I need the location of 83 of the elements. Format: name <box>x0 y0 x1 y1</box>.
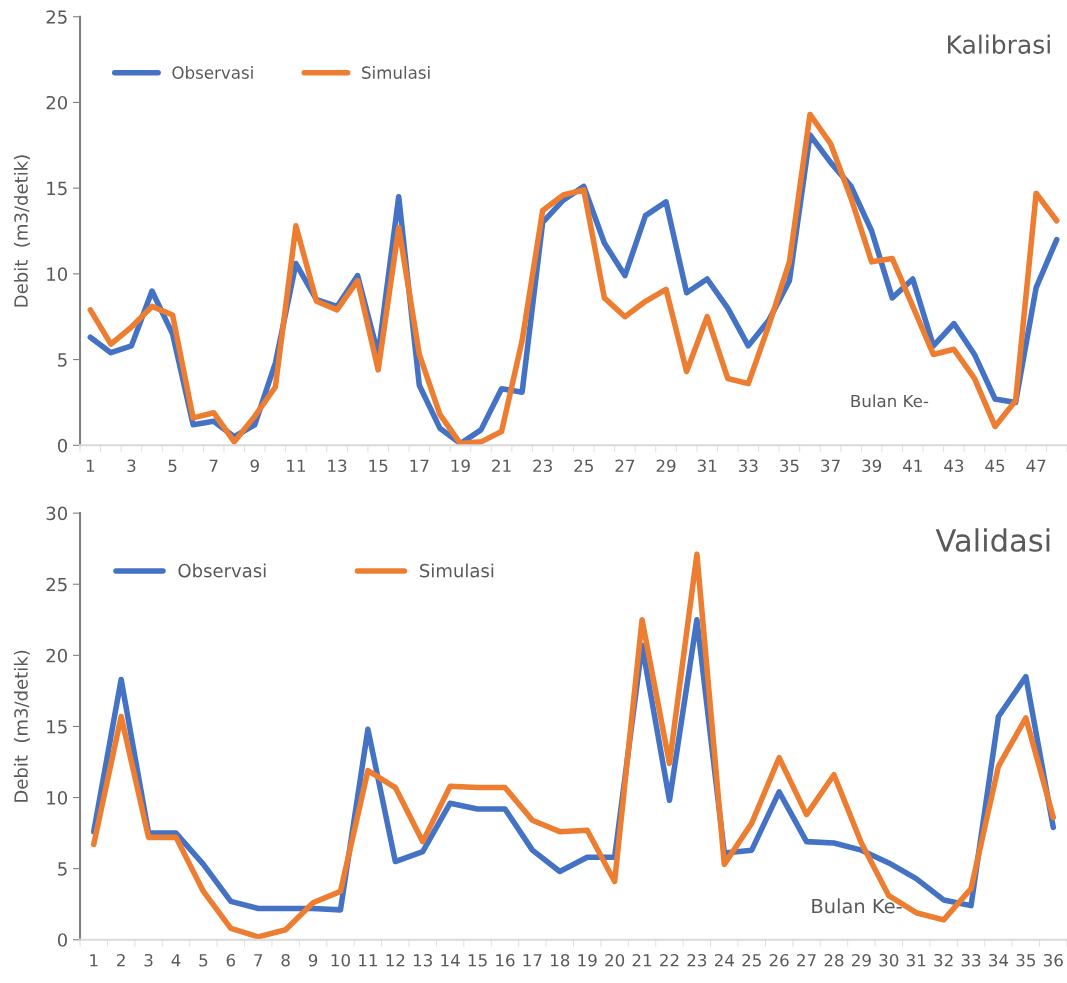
y-tick-label: 10 <box>47 791 68 805</box>
x-tick-label: 17 <box>523 954 542 967</box>
x-tick-label: 3 <box>127 459 136 473</box>
x-tick-label: 23 <box>687 953 707 967</box>
x-tick-label: 7 <box>209 459 218 472</box>
y-axis-title: Debit (m3/detik) <box>13 650 30 802</box>
x-tick-label: 33 <box>738 459 758 473</box>
x-tick-label: 27 <box>615 459 635 472</box>
x-tick-label: 18 <box>551 953 570 967</box>
x-tick-label: 36 <box>1043 953 1063 967</box>
x-tick-label: 10 <box>331 953 350 967</box>
x-tick-label: 16 <box>496 953 515 967</box>
x-tick-label: 25 <box>574 459 593 473</box>
x-tick-label: 5 <box>168 459 177 473</box>
text: Kalibrasi <box>948 34 1050 54</box>
x-tick-label: 13 <box>413 953 432 967</box>
x-tick-label: 2 <box>117 953 125 967</box>
x-tick-label: 39 <box>862 459 882 473</box>
y-tick-label: 15 <box>47 181 67 196</box>
x-tick-label: 32 <box>934 953 953 967</box>
y-tick-label: 0 <box>57 438 68 453</box>
y-tick-label: 30 <box>46 506 68 521</box>
x-tick-label: 9 <box>250 459 259 473</box>
x-tick-label: 35 <box>780 459 799 473</box>
y-tick-label: 0 <box>57 933 68 947</box>
y-tick-label: 20 <box>46 648 68 663</box>
y-axis-title: Debit (m3/detik) <box>13 155 30 307</box>
x-tick-label: 3 <box>144 953 153 967</box>
x-tick-label: 29 <box>852 953 871 967</box>
x-tick-label: 6 <box>226 953 236 967</box>
x-tick-label: 20 <box>605 953 625 967</box>
legend-label: Simulasi <box>420 563 494 578</box>
x-tick-label: 13 <box>328 459 347 473</box>
x-tick-label: 35 <box>1016 953 1036 967</box>
y-tick-label: 25 <box>46 577 67 592</box>
x-tick-label: 33 <box>961 953 981 967</box>
x-tick-label: 19 <box>578 953 597 967</box>
x-tick-label: 15 <box>468 954 487 967</box>
x-tick-label: 17 <box>410 459 429 472</box>
x-tick-label: 8 <box>281 953 290 967</box>
x-tick-label: 23 <box>533 459 552 473</box>
x-tick-label: 24 <box>714 953 734 967</box>
x-tick-label: 31 <box>697 459 717 473</box>
y-tick-label: 15 <box>47 720 67 734</box>
x-tick-label: 29 <box>656 459 676 473</box>
x-tick-label: 27 <box>797 953 816 967</box>
x-tick-label: 5 <box>199 954 208 967</box>
x-axis-title: Bulan Ke- <box>812 898 902 914</box>
x-tick-label: 37 <box>821 459 840 473</box>
x-axis-title: Bulan Ke- <box>851 394 929 408</box>
x-tick-label: 25 <box>742 953 761 967</box>
x-tick-label: 15 <box>369 459 388 473</box>
x-tick-label: 26 <box>769 953 789 967</box>
x-tick-label: 22 <box>660 953 679 967</box>
x-tick-label: 21 <box>492 459 511 472</box>
x-tick-label: 1 <box>90 954 98 967</box>
x-tick-label: 34 <box>989 953 1009 967</box>
y-tick-label: 5 <box>58 353 67 367</box>
legend-label: Simulasi <box>362 66 430 79</box>
x-tick-label: 43 <box>944 459 964 473</box>
y-tick-label: 10 <box>47 267 68 281</box>
legend-label: Observasi <box>178 563 266 578</box>
x-tick-label: 14 <box>441 954 460 967</box>
y-tick-label: 20 <box>46 95 68 110</box>
x-tick-label: 41 <box>903 459 922 472</box>
legend-label: Observasi <box>172 66 253 79</box>
x-tick-label: 47 <box>1026 459 1046 472</box>
x-tick-label: 9 <box>308 953 318 967</box>
x-tick-label: 31 <box>906 953 926 967</box>
x-tick-label: 30 <box>879 953 899 967</box>
x-tick-label: 7 <box>254 954 263 967</box>
chart-title: Validasi <box>935 528 1050 552</box>
x-tick-label: 45 <box>985 459 1005 473</box>
x-tick-label: 28 <box>824 953 844 967</box>
x-tick-label: 19 <box>451 459 470 473</box>
x-tick-label: 11 <box>287 459 305 472</box>
y-tick-label: 5 <box>58 862 67 876</box>
x-tick-label: 12 <box>386 953 405 967</box>
y-tick-label: 25 <box>46 10 67 24</box>
x-tick-label: 4 <box>171 954 181 967</box>
x-tick-label: 21 <box>632 953 652 967</box>
x-tick-label: 1 <box>86 459 95 472</box>
x-tick-label: 11 <box>359 954 377 967</box>
